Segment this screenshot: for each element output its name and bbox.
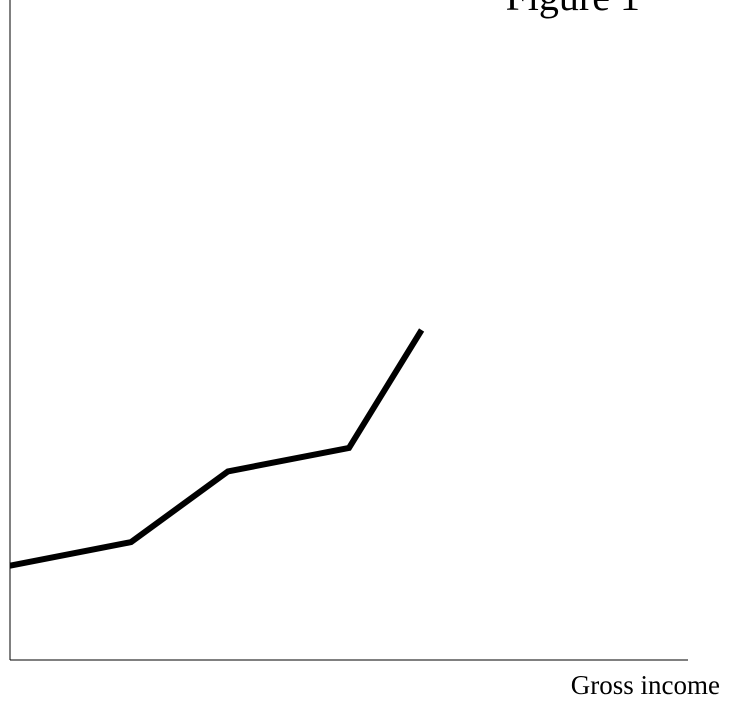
series-line-0 xyxy=(9,328,425,569)
chart-title: Figure 1 xyxy=(506,0,640,19)
series-group xyxy=(9,328,425,569)
x-axis-label: Gross income xyxy=(571,670,720,700)
